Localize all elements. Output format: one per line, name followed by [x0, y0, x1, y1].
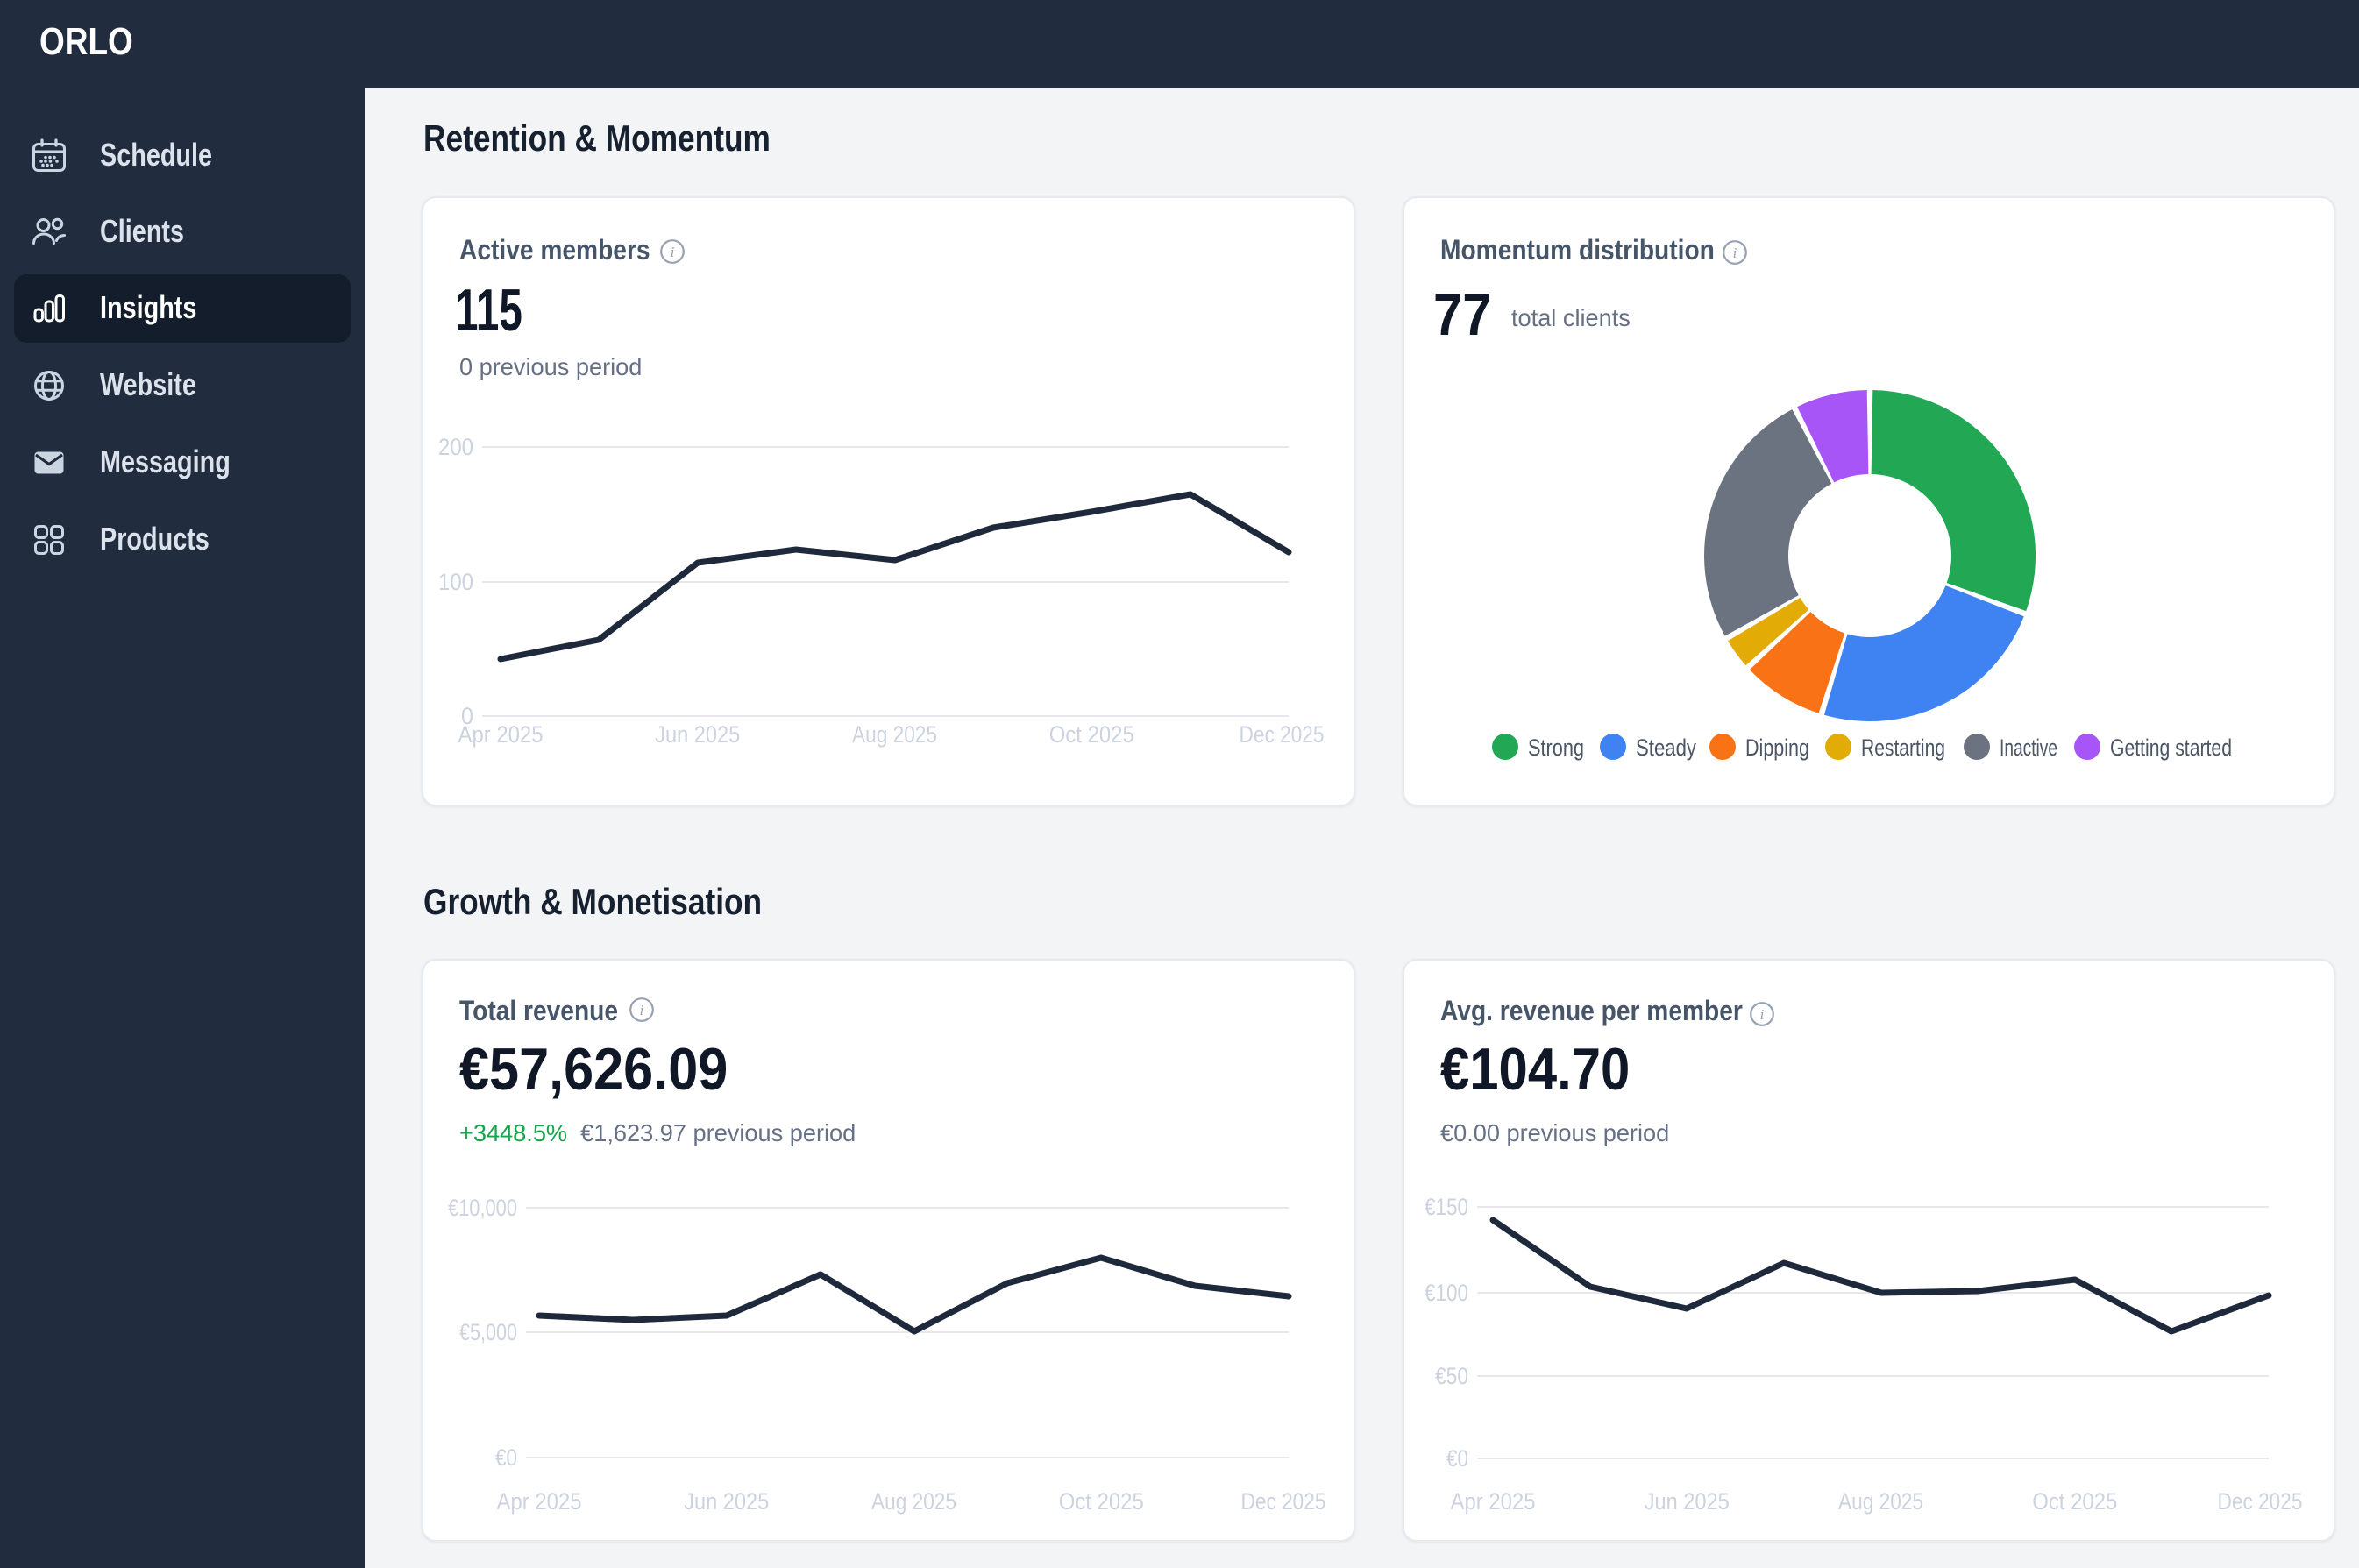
svg-text:Steady: Steady: [1636, 734, 1696, 761]
svg-text:200: 200: [438, 434, 473, 460]
svg-text:i: i: [1733, 245, 1737, 261]
svg-text:i: i: [640, 1002, 644, 1018]
svg-text:Oct 2025: Oct 2025: [1059, 1488, 1144, 1515]
svg-text:€100: €100: [1425, 1280, 1468, 1306]
svg-text:€0: €0: [1446, 1445, 1468, 1472]
svg-text:Dec 2025: Dec 2025: [2218, 1488, 2303, 1515]
svg-text:Jun 2025: Jun 2025: [684, 1488, 769, 1515]
svg-text:Jun 2025: Jun 2025: [1645, 1488, 1730, 1515]
svg-text:Dipping: Dipping: [1745, 734, 1809, 761]
svg-text:€50: €50: [1435, 1363, 1468, 1389]
svg-text:€0: €0: [495, 1444, 517, 1471]
svg-text:€10,000: €10,000: [448, 1195, 517, 1221]
svg-text:Strong: Strong: [1528, 734, 1584, 761]
svg-text:Aug 2025: Aug 2025: [852, 721, 937, 748]
svg-text:€5,000: €5,000: [459, 1319, 517, 1345]
svg-text:€150: €150: [1425, 1194, 1468, 1220]
svg-text:Restarting: Restarting: [1861, 734, 1945, 761]
svg-text:Oct 2025: Oct 2025: [1049, 721, 1134, 748]
svg-text:Oct 2025: Oct 2025: [2032, 1488, 2117, 1515]
svg-text:100: 100: [438, 569, 473, 595]
svg-text:0: 0: [461, 703, 473, 729]
svg-text:Getting started: Getting started: [2110, 734, 2232, 761]
svg-text:Inactive: Inactive: [2000, 734, 2057, 761]
svg-text:Aug 2025: Aug 2025: [871, 1488, 956, 1515]
svg-text:Apr 2025: Apr 2025: [497, 1488, 582, 1515]
svg-text:i: i: [671, 244, 675, 260]
svg-text:Apr 2025: Apr 2025: [1451, 1488, 1536, 1515]
svg-text:Aug 2025: Aug 2025: [1838, 1488, 1923, 1515]
svg-text:Dec 2025: Dec 2025: [1240, 721, 1325, 748]
svg-text:Jun 2025: Jun 2025: [655, 721, 740, 748]
svg-text:Dec 2025: Dec 2025: [1241, 1488, 1326, 1515]
svg-text:i: i: [1760, 1006, 1765, 1023]
svg-text:Apr 2025: Apr 2025: [458, 721, 544, 748]
